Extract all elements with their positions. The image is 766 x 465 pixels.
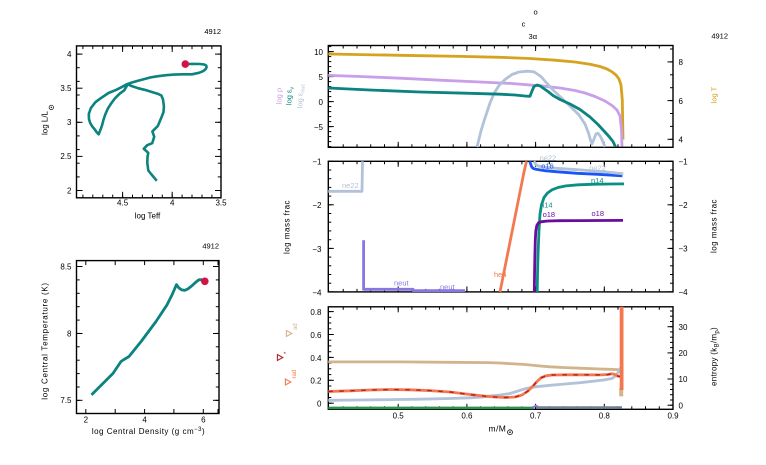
- svg-text:5: 5: [319, 73, 324, 82]
- svg-text:neut: neut: [440, 283, 456, 292]
- svg-text:8: 8: [679, 58, 684, 67]
- svg-text:*: *: [284, 351, 290, 354]
- svg-text:c: c: [522, 20, 526, 29]
- svg-text:o: o: [534, 8, 538, 17]
- svg-text:6: 6: [679, 97, 684, 106]
- svg-text:ne22: ne22: [342, 181, 359, 190]
- svg-text:−1: −1: [312, 158, 322, 167]
- svg-text:log Central Density (g cm−3): log Central Density (g cm−3): [92, 427, 205, 436]
- svg-text:−2: −2: [312, 201, 322, 210]
- svg-text:log ρ: log ρ: [275, 88, 284, 104]
- svg-text:log εnuc: log εnuc: [296, 84, 307, 109]
- svg-text:log Teff: log Teff: [135, 212, 161, 221]
- svg-text:−2: −2: [679, 201, 689, 210]
- svg-text:0.9: 0.9: [667, 412, 679, 421]
- svg-text:m/M: m/M: [489, 423, 507, 433]
- svg-text:0: 0: [319, 98, 324, 107]
- svg-text:log εν: log εν: [285, 87, 296, 105]
- svg-text:2: 2: [84, 416, 89, 425]
- svg-text:0.8: 0.8: [599, 412, 611, 421]
- svg-text:0.5: 0.5: [393, 412, 405, 421]
- svg-text:o18: o18: [543, 210, 556, 219]
- svg-text:0.2: 0.2: [310, 377, 322, 386]
- svg-text:0: 0: [679, 401, 684, 410]
- svg-text:ne22: ne22: [540, 154, 557, 163]
- svg-text:10: 10: [679, 375, 688, 384]
- svg-text:4: 4: [679, 136, 684, 145]
- svg-text:10: 10: [314, 48, 323, 57]
- svg-text:0.6: 0.6: [310, 331, 322, 340]
- svg-text:8: 8: [67, 329, 72, 338]
- svg-text:4: 4: [142, 416, 147, 425]
- svg-text:n14: n14: [591, 176, 604, 185]
- svg-text:4912: 4912: [204, 27, 221, 36]
- svg-text:log mass frac: log mass frac: [283, 200, 292, 254]
- svg-text:3.5: 3.5: [215, 199, 227, 208]
- svg-text:3.5: 3.5: [60, 84, 72, 93]
- svg-text:−3: −3: [312, 245, 322, 254]
- svg-text:3α: 3α: [529, 32, 538, 41]
- svg-text:−5: −5: [314, 123, 324, 132]
- svg-text:4912: 4912: [202, 242, 219, 251]
- svg-text:he4: he4: [494, 270, 507, 279]
- svg-text:−4: −4: [312, 288, 322, 297]
- svg-text:o18: o18: [592, 209, 605, 218]
- svg-text:log L/L: log L/L: [41, 110, 50, 135]
- svg-text:2.5: 2.5: [60, 152, 72, 161]
- svg-text:0.7: 0.7: [530, 412, 542, 421]
- svg-text:−3: −3: [679, 245, 689, 254]
- svg-text:−4: −4: [679, 288, 689, 297]
- svg-text:3: 3: [67, 118, 72, 127]
- svg-text:30: 30: [679, 323, 688, 332]
- svg-text:4.5: 4.5: [117, 199, 129, 208]
- svg-text:n14: n14: [540, 201, 553, 210]
- svg-text:4: 4: [170, 199, 175, 208]
- svg-text:entropy (kB/mp): entropy (kB/mp): [710, 327, 721, 386]
- svg-text:4: 4: [67, 50, 72, 59]
- svg-text:o16: o16: [541, 162, 554, 171]
- svg-text:0.4: 0.4: [310, 354, 322, 363]
- svg-text:20: 20: [679, 349, 688, 358]
- svg-text:8.5: 8.5: [60, 262, 72, 271]
- svg-text:4912: 4912: [711, 32, 728, 41]
- svg-text:neut: neut: [394, 279, 410, 288]
- svg-text:ne22: ne22: [589, 164, 606, 173]
- svg-text:2: 2: [67, 186, 72, 195]
- svg-text:−1: −1: [679, 158, 689, 167]
- svg-text:log T: log T: [710, 86, 719, 103]
- svg-text:6: 6: [201, 416, 206, 425]
- svg-text:ad: ad: [293, 323, 299, 330]
- svg-text:log Central Temperature (K): log Central Temperature (K): [41, 282, 50, 399]
- svg-text:log mass frac: log mass frac: [710, 199, 719, 253]
- svg-text:0: 0: [317, 400, 322, 409]
- svg-text:rad: rad: [292, 370, 298, 379]
- svg-text:0.8: 0.8: [310, 308, 322, 317]
- svg-text:0.6: 0.6: [461, 412, 473, 421]
- svg-text:7.5: 7.5: [60, 396, 72, 405]
